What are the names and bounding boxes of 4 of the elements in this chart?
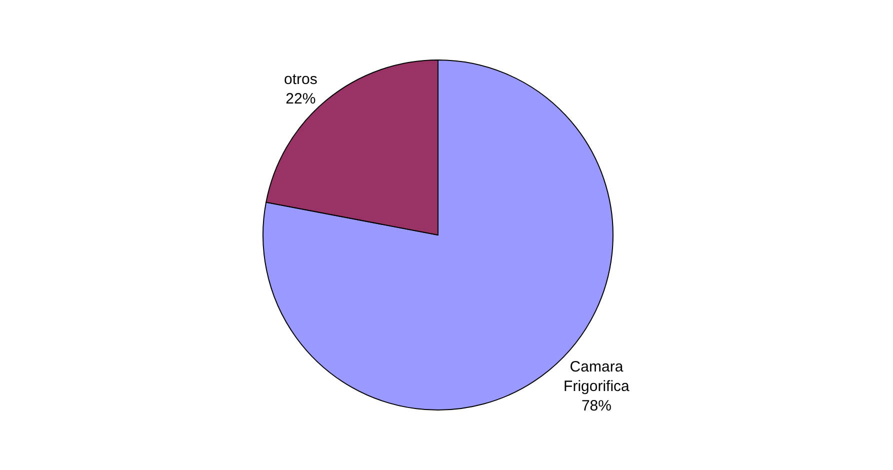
slice-label: Camara Frigorifica: [564, 358, 630, 395]
slice-label: otros: [284, 71, 318, 88]
data-label: 22%: [286, 90, 316, 108]
data-label: 78%: [581, 397, 612, 414]
